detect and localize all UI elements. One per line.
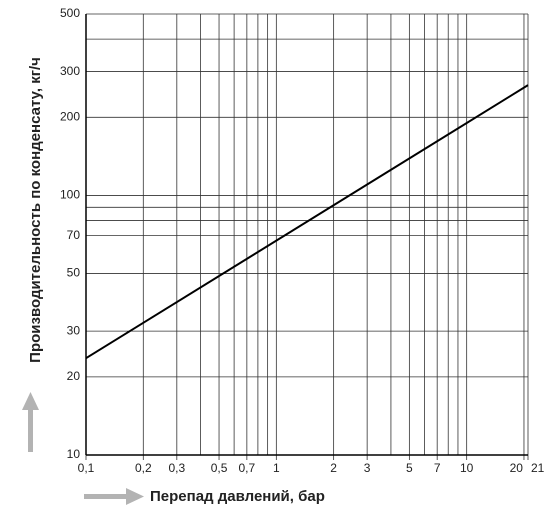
x-tick-label: 10: [460, 461, 474, 475]
y-tick-label: 300: [60, 64, 80, 78]
x-tick-label: 0,5: [211, 461, 228, 475]
y-tick-label: 20: [67, 369, 81, 383]
x-tick-label: 7: [434, 461, 441, 475]
y-axis-title: Производительность по конденсату, кг/ч: [27, 57, 44, 363]
y-tick-label: 100: [60, 188, 80, 202]
x-tick-label: 21: [531, 461, 545, 475]
x-tick-label: 0,1: [78, 461, 95, 475]
y-tick-label: 10: [67, 447, 81, 461]
y-tick-label: 70: [67, 228, 81, 242]
y-arrow-head: [22, 392, 39, 410]
x-axis-title: Перепад давлений, бар: [150, 488, 325, 505]
x-tick-label: 0,3: [168, 461, 185, 475]
x-arrow-head: [126, 488, 144, 505]
x-tick-label: 20: [510, 461, 524, 475]
y-tick-label: 500: [60, 6, 80, 20]
x-tick-label: 3: [364, 461, 371, 475]
x-tick-label: 2: [330, 461, 337, 475]
data-line: [85, 84, 529, 360]
x-tick-label: 5: [406, 461, 413, 475]
x-tick-label: 0,7: [239, 461, 256, 475]
y-arrow-shaft: [28, 408, 33, 452]
y-tick-label: 50: [67, 266, 81, 280]
y-tick-label: 30: [67, 323, 81, 337]
y-tick-label: 200: [60, 109, 80, 123]
axis-arrows: [22, 392, 144, 505]
x-tick-label: 0,2: [135, 461, 152, 475]
x-tick-label: 1: [273, 461, 280, 475]
x-arrow-shaft: [84, 494, 128, 499]
